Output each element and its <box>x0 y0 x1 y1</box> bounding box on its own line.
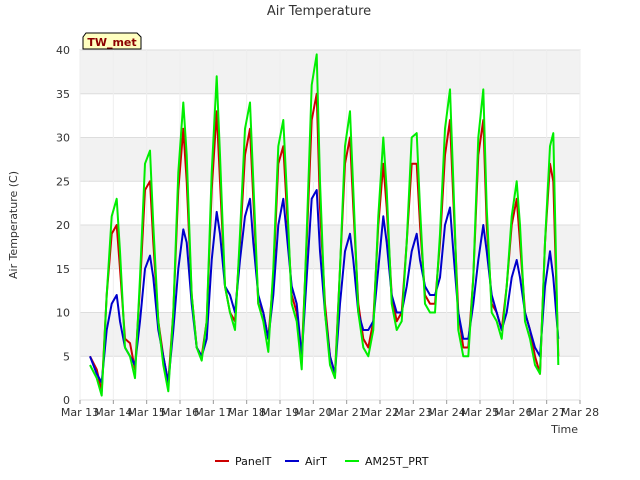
x-tick-label: Mar 20 <box>294 406 332 419</box>
x-tick-label: Mar 19 <box>261 406 299 419</box>
x-tick-label: Mar 25 <box>461 406 499 419</box>
plot-band <box>80 50 580 94</box>
y-tick-label: 0 <box>63 394 70 407</box>
legend-label: AirT <box>305 455 327 468</box>
x-tick-label: Mar 18 <box>228 406 266 419</box>
x-tick-label: Mar 15 <box>128 406 166 419</box>
x-axis-label: Time <box>550 423 578 436</box>
x-tick-label: Mar 24 <box>428 406 466 419</box>
station-badge-label: TW_met <box>87 36 136 49</box>
y-axis-label: Air Temperature (C) <box>7 171 20 279</box>
plot-band <box>80 181 580 225</box>
y-tick-label: 40 <box>56 44 70 57</box>
grid-lines <box>79 49 581 401</box>
legend-label: PanelT <box>235 455 272 468</box>
x-tick-label: Mar 14 <box>94 406 132 419</box>
legend: PanelT AirT AM25T_PRT <box>215 455 429 468</box>
x-tick-label: Mar 23 <box>394 406 432 419</box>
series-line-am25t-prt <box>89 53 560 397</box>
chart-title: Air Temperature <box>267 4 371 19</box>
y-tick-label: 25 <box>56 175 70 188</box>
x-tick-label: Mar 17 <box>194 406 232 419</box>
y-axis-ticks: 0 5 10 15 20 25 30 35 40 <box>56 44 70 407</box>
x-tick-label: Mar 13 <box>61 406 99 419</box>
plot-band <box>80 268 580 313</box>
y-tick-label: 5 <box>63 350 70 363</box>
legend-label: AM25T_PRT <box>365 455 429 468</box>
plot-band <box>80 225 580 269</box>
x-tick-label: Mar 16 <box>161 406 199 419</box>
x-tick-label: Mar 26 <box>494 406 532 419</box>
plot-band <box>80 93 580 138</box>
station-badge: TW_met <box>82 32 142 50</box>
x-tick-label: Mar 21 <box>328 406 366 419</box>
plot-band <box>80 137 580 182</box>
series-lines <box>89 53 560 397</box>
station-badge-box <box>82 32 142 50</box>
y-tick-label: 20 <box>56 219 70 232</box>
y-tick-label: 10 <box>56 307 70 320</box>
x-tick-label: Mar 28 <box>561 406 599 419</box>
y-tick-label: 35 <box>56 88 70 101</box>
x-tick-label: Mar 27 <box>528 406 566 419</box>
y-tick-label: 30 <box>56 132 70 145</box>
y-tick-label: 15 <box>56 263 70 276</box>
x-tick-label: Mar 22 <box>361 406 399 419</box>
